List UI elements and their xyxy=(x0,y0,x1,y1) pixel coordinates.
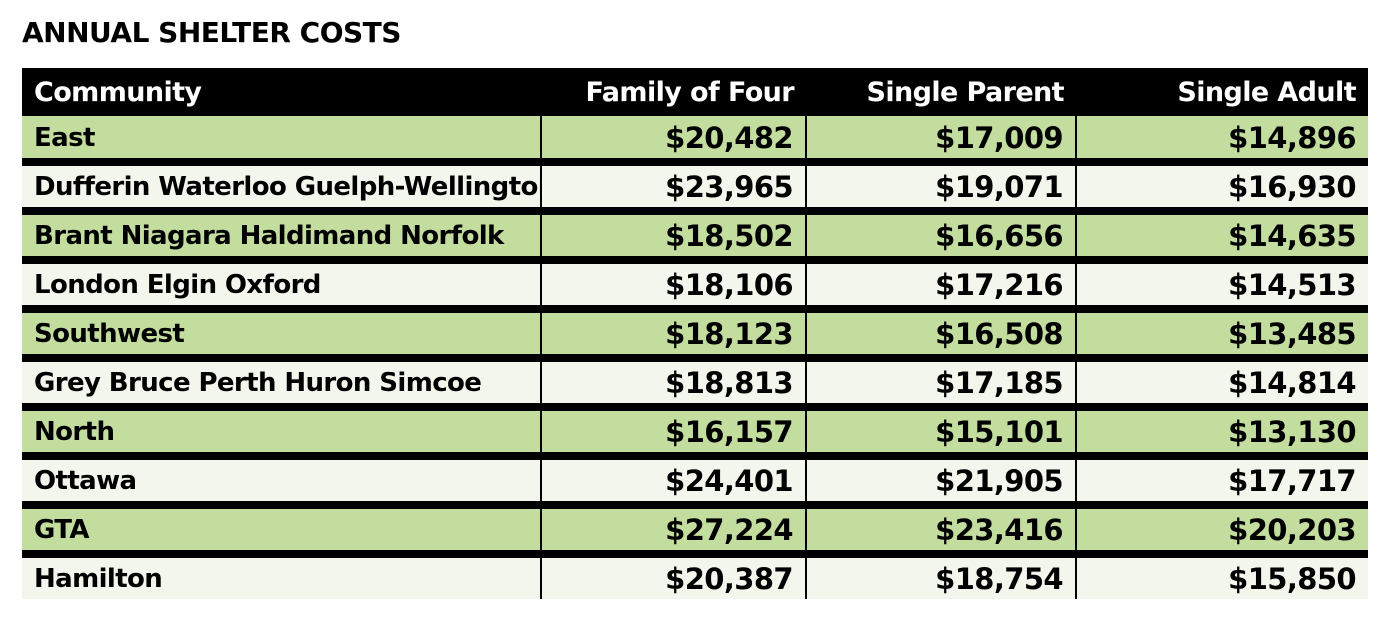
header-row: Community Family of Four Single Parent S… xyxy=(22,68,1368,116)
single-parent-cell: $19,071 xyxy=(805,158,1076,211)
table-body: East $20,482 $17,009 $14,896 Dufferin Waterl… xyxy=(22,116,1368,599)
community-cell: Grey Bruce Perth Huron Simcoe xyxy=(22,354,541,407)
community-cell: Hamilton xyxy=(22,550,541,599)
table-row: GTA $27,224 $23,416 $20,203 xyxy=(22,501,1368,554)
table-row: Southwest $18,123 $16,508 $13,485 xyxy=(22,305,1368,358)
single-parent-cell: $17,216 xyxy=(805,256,1076,309)
single-parent-cell: $23,416 xyxy=(805,501,1076,554)
family-of-four-cell: $20,482 xyxy=(540,116,806,162)
column-header-single-adult: Single Adult xyxy=(1076,68,1368,116)
community-cell: North xyxy=(22,403,541,456)
community-cell: Dufferin Waterloo Guelph-Wellington xyxy=(22,158,541,211)
table-row: Ottawa $24,401 $21,905 $17,717 xyxy=(22,452,1368,505)
single-parent-cell: $17,009 xyxy=(805,116,1076,162)
single-adult-cell: $14,513 xyxy=(1075,256,1368,309)
table-row: Brant Niagara Haldimand Norfolk $18,502 $1… xyxy=(22,207,1368,260)
family-of-four-cell: $23,965 xyxy=(540,158,806,211)
single-parent-cell: $16,656 xyxy=(805,207,1076,260)
community-cell: Southwest xyxy=(22,305,541,358)
family-of-four-cell: $18,502 xyxy=(540,207,806,260)
column-header-family-of-four: Family of Four xyxy=(541,68,806,116)
shelter-costs-table: Community Family of Four Single Parent S… xyxy=(22,68,1368,599)
single-adult-cell: $16,930 xyxy=(1075,158,1368,211)
community-cell: GTA xyxy=(22,501,541,554)
table-row: London Elgin Oxford $18,106 $17,216 $14,513 xyxy=(22,256,1368,309)
table-row: Grey Bruce Perth Huron Simcoe $18,813 $17,… xyxy=(22,354,1368,407)
single-adult-cell: $14,814 xyxy=(1075,354,1368,407)
family-of-four-cell: $18,106 xyxy=(540,256,806,309)
table-row: North $16,157 $15,101 $13,130 xyxy=(22,403,1368,456)
single-adult-cell: $20,203 xyxy=(1075,501,1368,554)
community-cell: Brant Niagara Haldimand Norfolk xyxy=(22,207,541,260)
single-parent-cell: $18,754 xyxy=(805,550,1076,599)
single-parent-cell: $16,508 xyxy=(805,305,1076,358)
single-adult-cell: $15,850 xyxy=(1075,550,1368,599)
community-cell: London Elgin Oxford xyxy=(22,256,541,309)
table-row: Hamilton $20,387 $18,754 $15,850 xyxy=(22,550,1368,599)
single-parent-cell: $21,905 xyxy=(805,452,1076,505)
single-adult-cell: $14,635 xyxy=(1075,207,1368,260)
family-of-four-cell: $27,224 xyxy=(540,501,806,554)
community-cell: Ottawa xyxy=(22,452,541,505)
column-header-single-parent: Single Parent xyxy=(806,68,1076,116)
family-of-four-cell: $20,387 xyxy=(540,550,806,599)
table-title: ANNUAL SHELTER COSTS xyxy=(22,16,401,49)
single-adult-cell: $17,717 xyxy=(1075,452,1368,505)
family-of-four-cell: $18,123 xyxy=(540,305,806,358)
single-adult-cell: $14,896 xyxy=(1075,116,1368,162)
table-row: East $20,482 $17,009 $14,896 xyxy=(22,116,1368,162)
family-of-four-cell: $16,157 xyxy=(540,403,806,456)
family-of-four-cell: $18,813 xyxy=(540,354,806,407)
single-adult-cell: $13,130 xyxy=(1075,403,1368,456)
single-parent-cell: $17,185 xyxy=(805,354,1076,407)
single-parent-cell: $15,101 xyxy=(805,403,1076,456)
single-adult-cell: $13,485 xyxy=(1075,305,1368,358)
family-of-four-cell: $24,401 xyxy=(540,452,806,505)
community-cell: East xyxy=(22,116,541,162)
table-row: Dufferin Waterloo Guelph-Wellington $23,9… xyxy=(22,158,1368,211)
column-header-community: Community xyxy=(22,68,541,116)
